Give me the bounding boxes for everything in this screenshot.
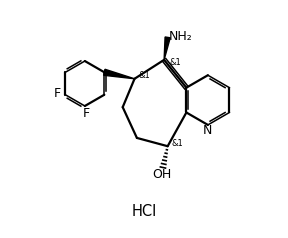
Polygon shape	[104, 69, 134, 79]
Text: NH₂: NH₂	[169, 30, 193, 43]
Text: &1: &1	[172, 139, 184, 148]
Text: N: N	[203, 124, 213, 137]
Text: OH: OH	[152, 168, 171, 181]
Text: HCl: HCl	[131, 204, 157, 219]
Polygon shape	[164, 37, 170, 60]
Text: &1: &1	[169, 58, 181, 67]
Text: F: F	[54, 87, 61, 100]
Text: F: F	[82, 107, 90, 119]
Text: &1: &1	[138, 71, 150, 80]
